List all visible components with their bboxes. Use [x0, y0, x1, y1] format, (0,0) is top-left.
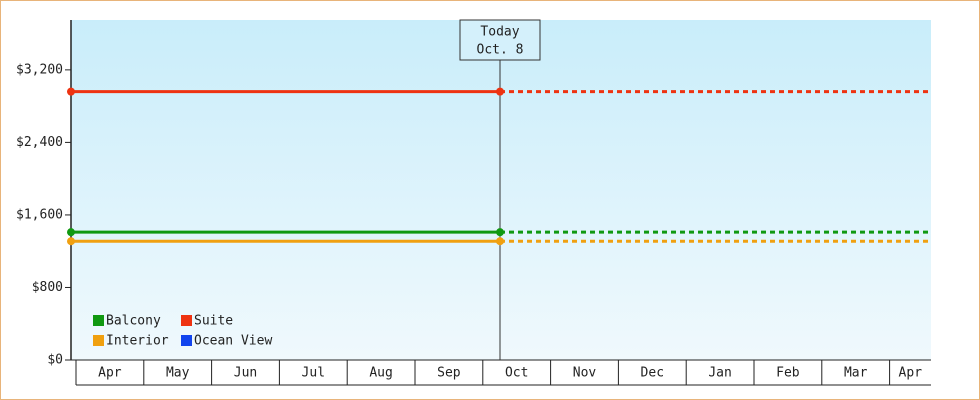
x-tick-label: Nov — [573, 366, 597, 381]
x-tick-label: Jan — [708, 366, 731, 381]
y-tick-label: $2,400 — [16, 135, 63, 150]
series-point — [496, 87, 504, 96]
today-box — [459, 19, 541, 61]
legend-swatch — [93, 335, 104, 346]
series-point — [67, 228, 75, 237]
x-tick-label: Oct — [505, 366, 528, 381]
x-tick-label: Apr — [98, 366, 122, 381]
x-tick-label: Aug — [369, 366, 392, 381]
x-tick-label: Dec — [641, 366, 664, 381]
x-tick-label: May — [166, 366, 190, 381]
x-tick-label: Mar — [844, 366, 868, 381]
today-date: Oct. 8 — [477, 43, 524, 58]
series-point — [67, 87, 75, 96]
legend-swatch — [93, 315, 104, 326]
x-tick-label: Jun — [234, 366, 257, 381]
plot-area — [71, 20, 931, 360]
x-tick-label: Apr — [899, 366, 923, 381]
series-point — [67, 237, 75, 246]
series-point — [496, 237, 504, 246]
legend-swatch — [181, 315, 192, 326]
y-tick-label: $800 — [32, 280, 63, 295]
legend-label: Ocean View — [194, 334, 272, 349]
x-tick-label: Feb — [776, 366, 800, 381]
x-tick-label: Jul — [302, 366, 325, 381]
y-tick-label: $3,200 — [16, 62, 63, 77]
x-tick-label: Sep — [437, 366, 461, 381]
series-point — [496, 228, 504, 237]
legend-label: Balcony — [106, 314, 161, 329]
y-tick-label: $0 — [47, 353, 63, 368]
y-tick-label: $1,600 — [16, 207, 63, 222]
legend-swatch — [181, 335, 192, 346]
legend-label: Interior — [106, 334, 169, 349]
today-title: Today — [480, 25, 519, 40]
legend-label: Suite — [194, 314, 233, 329]
